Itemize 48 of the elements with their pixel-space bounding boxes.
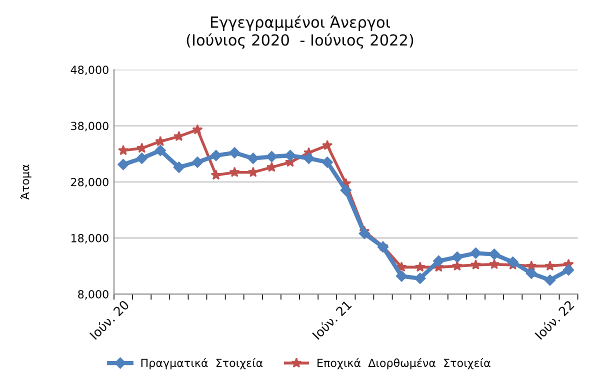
point: [228, 147, 240, 158]
y-axis-title: Άτομα: [20, 164, 32, 200]
chart-title: Εγγεγραμμένοι Άνεργοι (Ιούνιος 2020 - Ιούνιος 2022): [186, 15, 414, 49]
point: [526, 268, 538, 279]
point: [118, 158, 129, 170]
y-tick-label: 28,000: [71, 178, 108, 188]
point: [322, 140, 333, 150]
point: [470, 259, 482, 270]
point: [192, 124, 203, 134]
legend-label: Πραγματικά Στοιχεία: [141, 358, 263, 370]
point: [452, 260, 463, 271]
point: [174, 130, 184, 142]
point: [414, 272, 426, 284]
point: [192, 156, 204, 168]
point: [136, 152, 148, 164]
point: [136, 142, 148, 153]
point: [414, 262, 426, 272]
point: [229, 166, 240, 177]
point: [154, 144, 166, 156]
point: [266, 151, 278, 162]
point: [433, 255, 444, 267]
y-tick-label: 18,000: [71, 234, 108, 244]
x-tick-label: Ιούν. 21: [311, 299, 352, 340]
y-tick-label: 8,000: [78, 290, 108, 300]
point: [562, 264, 574, 276]
point: [210, 170, 222, 180]
point: [358, 228, 370, 240]
point: [303, 152, 314, 164]
legend-label: Εποχικά Διορθωμένα Στοιχεία: [318, 358, 490, 370]
point: [210, 150, 222, 162]
point: [248, 166, 258, 177]
point: [544, 260, 556, 271]
point: [489, 258, 500, 270]
point: [322, 156, 333, 168]
x-tick-label: Ιούν. 22: [534, 300, 574, 340]
point: [544, 274, 556, 286]
point: [173, 162, 185, 173]
point: [284, 150, 296, 162]
y-tick-label: 38,000: [71, 122, 108, 132]
point: [118, 144, 129, 156]
point: [470, 248, 482, 259]
y-tick-label: 48,000: [70, 66, 108, 76]
point: [452, 251, 463, 263]
point: [248, 152, 259, 164]
point: [396, 270, 408, 282]
point: [340, 184, 352, 196]
point: [507, 256, 518, 268]
point: [488, 248, 500, 260]
